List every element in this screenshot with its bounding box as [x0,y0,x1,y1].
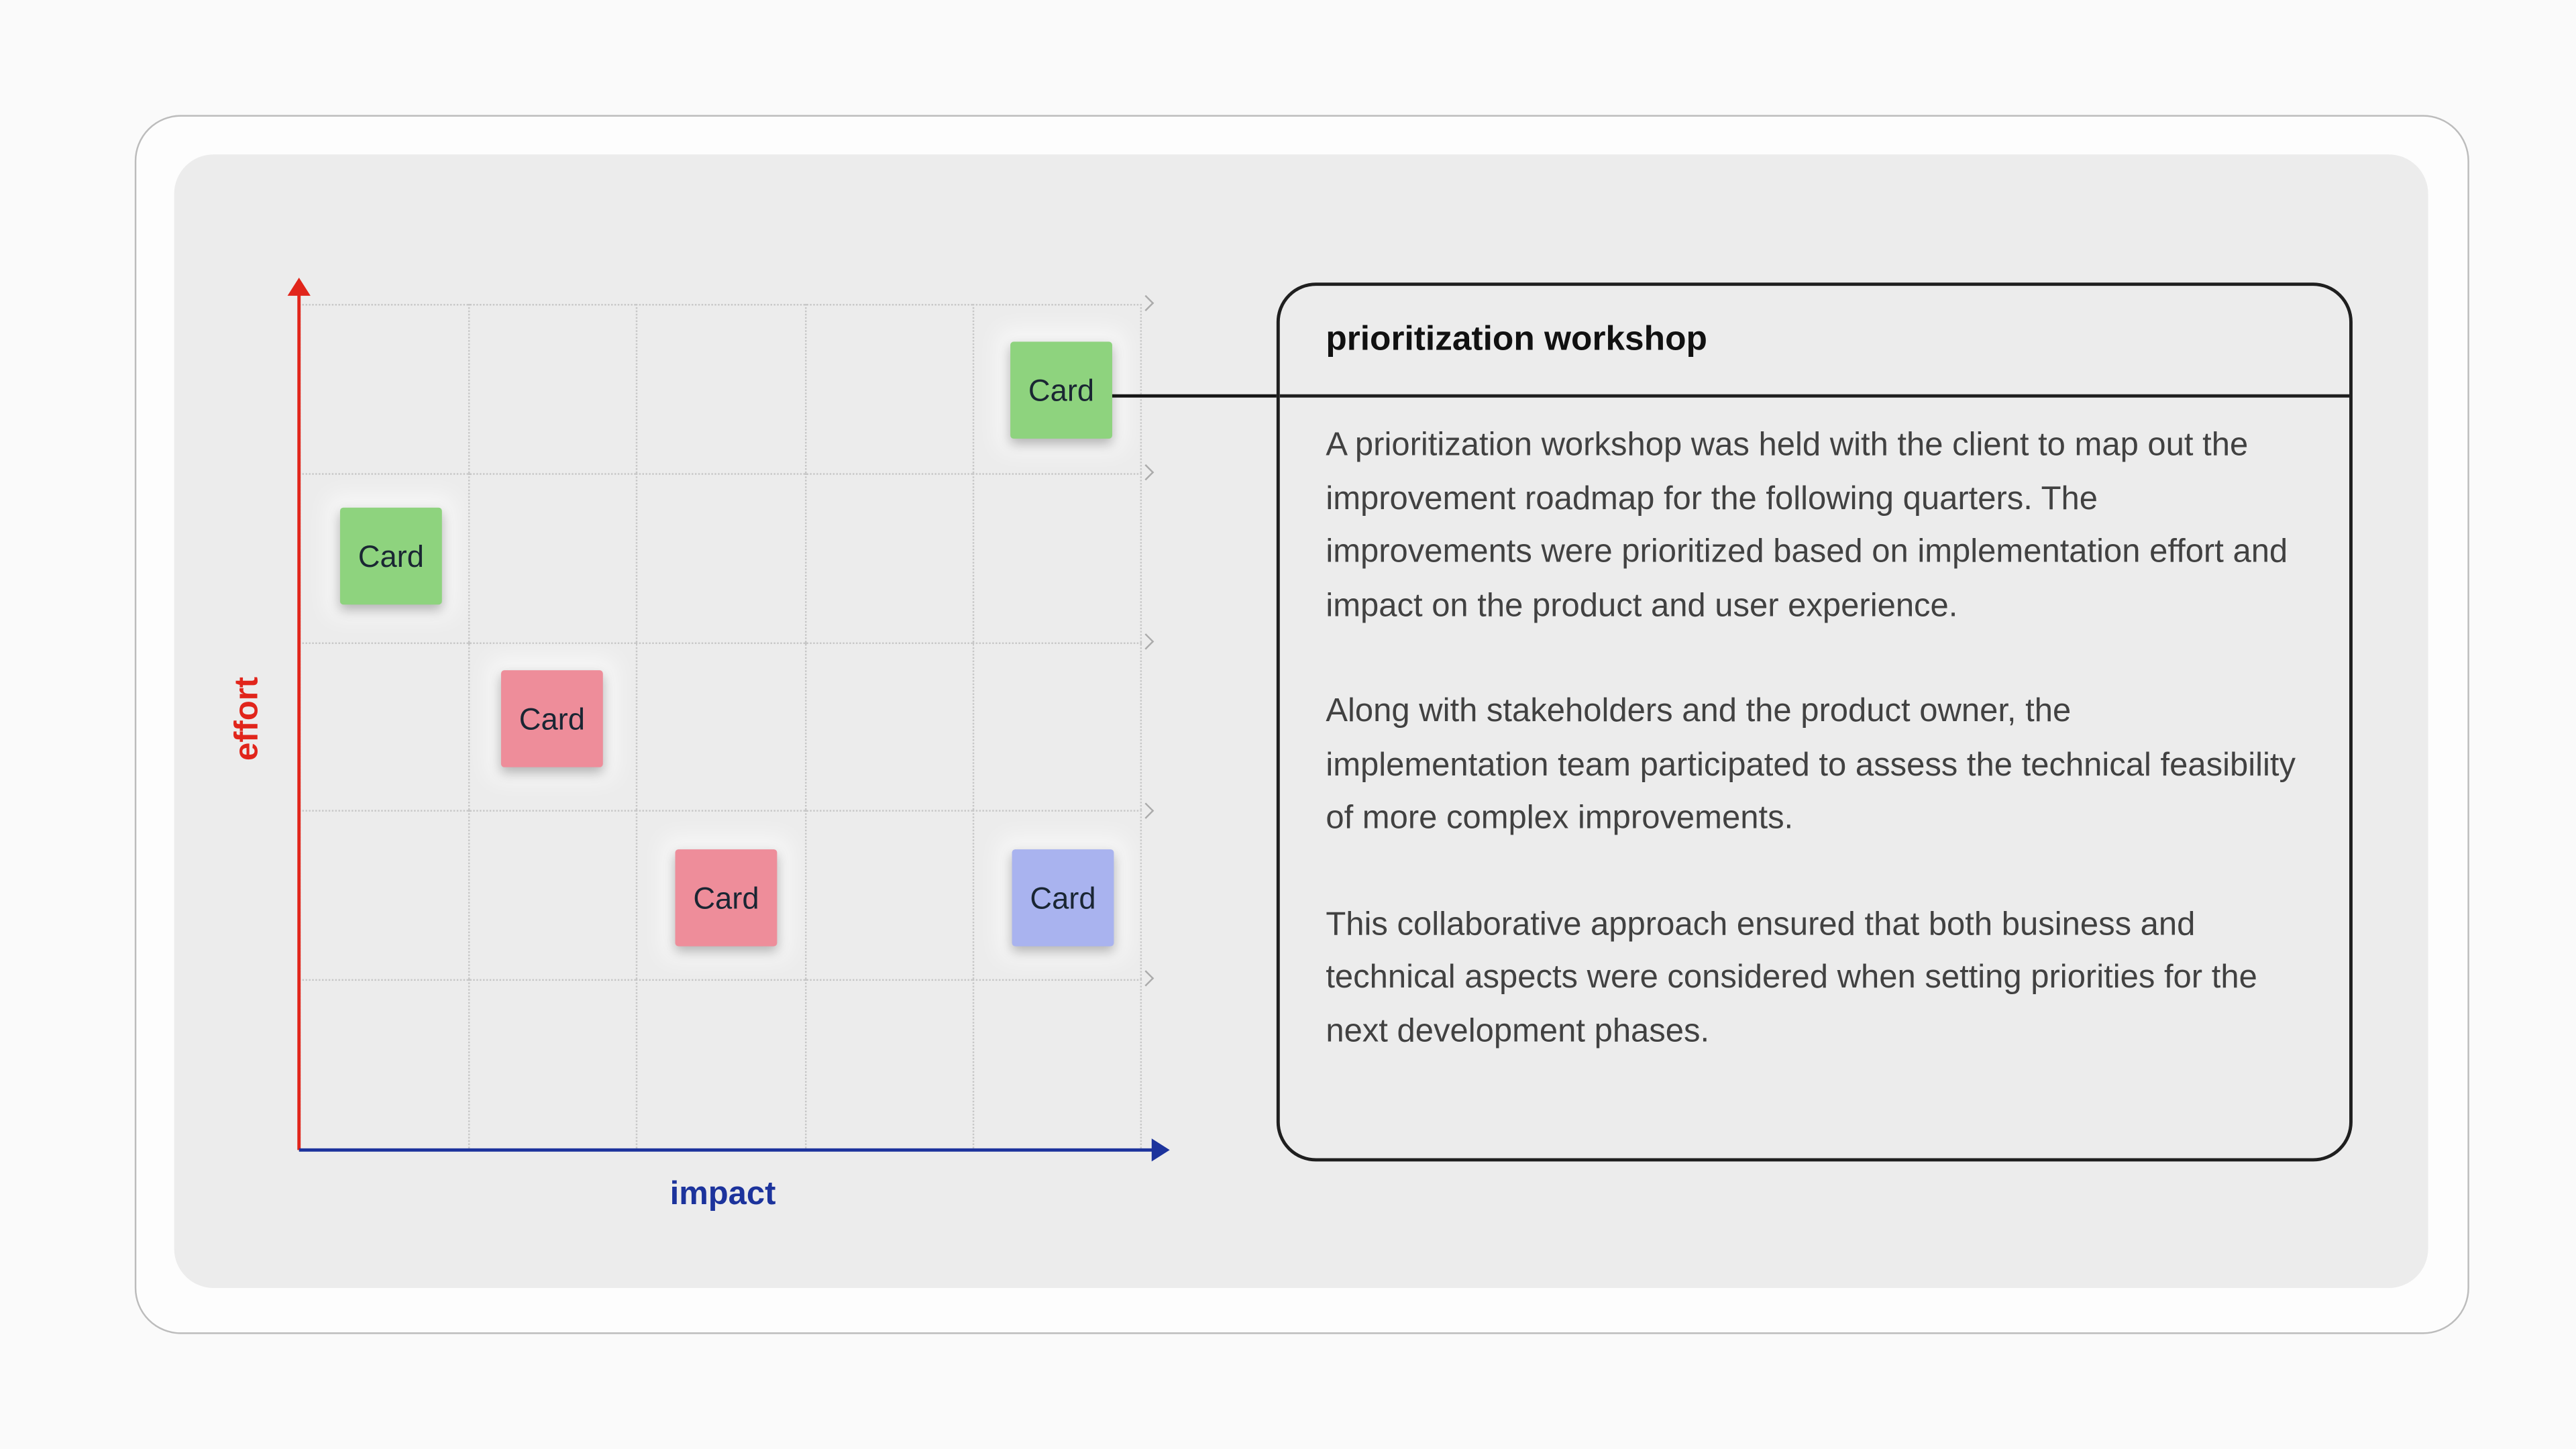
matrix-grid [299,304,1142,1148]
grid-cell [636,979,805,1148]
sticky-card[interactable]: Card [1012,849,1114,947]
annotation-paragraph: A prioritization workshop was held with … [1326,427,2288,624]
grid-cell [973,304,1142,473]
grid-cell [636,472,805,642]
grid-cell [636,304,805,473]
grid-cell [299,304,468,473]
grid-cell [804,979,973,1148]
annotation-box: prioritization workshop A prioritization… [1276,282,2353,1162]
y-axis-line [297,294,301,1150]
annotation-body: A prioritization workshop was held with … [1280,398,2349,1058]
grid-cell [636,810,805,980]
grid-cell [299,979,468,1148]
grid-cell [467,979,637,1148]
annotation-title: prioritization workshop [1279,286,2350,398]
x-axis-arrow-icon [1151,1138,1170,1162]
grid-cell [467,810,637,980]
grid-cell [804,810,973,980]
grid-cell [299,810,468,980]
annotation-paragraph: This collaborative approach ensured that… [1326,906,2257,1049]
sticky-card[interactable]: Card [1010,341,1112,439]
sticky-card[interactable]: Card [675,849,777,947]
y-axis-arrow-icon [287,277,311,296]
grid-cell [973,979,1142,1148]
grid-cell [973,810,1142,980]
grid-cell [804,472,973,642]
grid-cell [804,641,973,811]
grid-cell [467,304,637,473]
grid-cell [299,641,468,811]
grid-cell [467,472,637,642]
grid-cell [467,641,637,811]
connector-line [1112,394,1277,398]
y-axis-label: effort [229,676,266,761]
grid-cell [804,304,973,473]
annotation-paragraph: Along with stakeholders and the product … [1326,693,2296,837]
grid-cell [973,641,1142,811]
x-axis-label: impact [669,1176,776,1213]
grid-cell [636,641,805,811]
sticky-card[interactable]: Card [339,507,442,605]
sticky-card[interactable]: Card [500,670,603,767]
grid-cell [973,472,1142,642]
x-axis-line [299,1148,1155,1152]
